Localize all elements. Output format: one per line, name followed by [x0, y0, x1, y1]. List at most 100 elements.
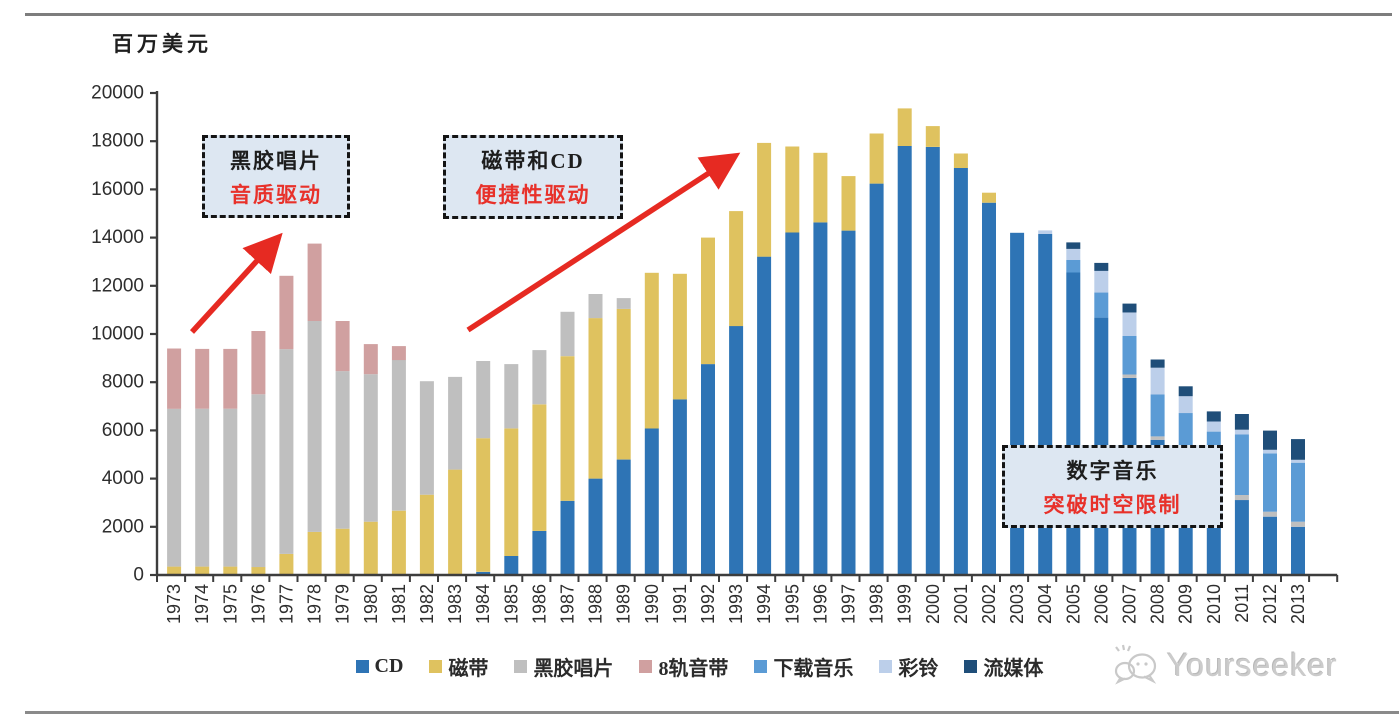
- legend-item-2: 黑胶唱片: [514, 652, 613, 681]
- bar-segment: [869, 183, 884, 575]
- bar-segment: [195, 566, 210, 575]
- bar-segment: [1066, 260, 1081, 273]
- legend-item-4: 下载音乐: [754, 652, 853, 681]
- legend-swatch: [355, 660, 369, 673]
- x-tick-label: 1990: [642, 584, 662, 624]
- bar-segment: [1094, 270, 1109, 293]
- bar-segment: [167, 348, 182, 409]
- legend-label: 流媒体: [983, 658, 1044, 680]
- legend-item-0: CD: [355, 655, 403, 678]
- bar-segment: [588, 478, 603, 575]
- y-tick-label: 10000: [91, 324, 144, 345]
- bar-segment: [1178, 396, 1193, 414]
- x-tick-label: 2009: [1176, 584, 1196, 624]
- bar-segment: [307, 531, 322, 575]
- bar-segment: [1234, 429, 1249, 435]
- bar-segment: [363, 374, 378, 522]
- bar-segment: [391, 510, 406, 575]
- x-tick-label: 1995: [782, 584, 802, 624]
- legend-label: 黑胶唱片: [533, 658, 614, 680]
- bar-segment: [1094, 292, 1109, 318]
- bar-segment: [476, 571, 491, 575]
- watermark-text: Yourseeker: [1167, 646, 1338, 683]
- bar-segment: [363, 344, 378, 375]
- watermark: Yourseeker: [1113, 644, 1338, 686]
- bar-segment: [982, 202, 996, 575]
- bar-segment: [504, 428, 519, 556]
- y-tick-label: 4000: [102, 468, 144, 489]
- bar-segment: [532, 404, 547, 531]
- bar-segment: [1038, 230, 1053, 234]
- bar-segment: [195, 408, 210, 567]
- bar-segment: [841, 176, 856, 231]
- bar-segment: [841, 230, 856, 575]
- bar-segment: [223, 408, 238, 567]
- bar-segment: [223, 348, 238, 409]
- bar-segment: [757, 142, 772, 257]
- legend-item-1: 磁带: [429, 652, 488, 681]
- bar-segment: [925, 126, 940, 147]
- bar-segment: [1263, 511, 1277, 517]
- x-tick-label: 2007: [1120, 584, 1140, 624]
- bar-segment: [616, 298, 631, 309]
- bar-segment: [307, 243, 322, 321]
- legend-label: 磁带: [448, 658, 489, 680]
- x-tick-label: 2005: [1063, 584, 1083, 624]
- bar-segment: [1122, 374, 1137, 378]
- bar-segment: [532, 530, 547, 575]
- bar-segment: [1178, 386, 1193, 397]
- bar-segment: [476, 438, 491, 572]
- bar-segment: [1122, 303, 1137, 313]
- bar-segment: [897, 146, 912, 575]
- x-tick-label: 1991: [670, 584, 690, 624]
- bar-segment: [335, 528, 350, 575]
- y-tick-label: 0: [133, 565, 144, 586]
- bar-segment: [1234, 495, 1249, 501]
- bar-segment: [167, 566, 182, 575]
- legend-swatch: [964, 660, 978, 673]
- bar-segment: [1178, 413, 1193, 450]
- x-tick-label: 1986: [529, 584, 549, 624]
- annotation-cassette-cd-title: 磁带和CD: [481, 149, 585, 173]
- bar-segment: [897, 108, 912, 146]
- legend-swatch: [639, 660, 653, 673]
- bar-segment: [419, 494, 434, 575]
- legend-swatch: [754, 660, 768, 673]
- x-tick-label: 1976: [248, 584, 268, 624]
- bar-segment: [391, 360, 406, 511]
- bar-segment: [616, 459, 631, 575]
- x-tick-label: 2013: [1288, 584, 1308, 624]
- y-tick-label: 2000: [102, 516, 144, 537]
- bar-segment: [672, 273, 687, 400]
- x-tick-label: 2006: [1091, 584, 1111, 624]
- y-tick-label: 12000: [91, 275, 144, 296]
- bar-segment: [1234, 414, 1249, 430]
- bar-segment: [672, 399, 687, 575]
- y-axis-unit-label: 百万美元: [112, 32, 212, 56]
- x-tick-label: 2011: [1232, 584, 1252, 623]
- bar-segment: [1150, 367, 1165, 395]
- bar-segment: [588, 318, 603, 479]
- bar-segment: [1291, 459, 1305, 463]
- bar-segment: [335, 371, 350, 529]
- legend-swatch: [514, 660, 528, 673]
- x-tick-label: 2012: [1260, 584, 1280, 624]
- x-tick-label: 2008: [1148, 584, 1168, 624]
- bar-segment: [448, 469, 463, 575]
- trend-arrow: [466, 152, 741, 333]
- bar-segment: [1122, 335, 1137, 375]
- bar-segment: [223, 566, 238, 575]
- annotation-digital-box: 数字音乐 突破时空限制: [1002, 445, 1223, 528]
- bar-segment: [588, 294, 603, 319]
- bar-segment: [953, 153, 968, 168]
- top-divider: [25, 13, 1392, 16]
- bar-segment: [953, 168, 968, 575]
- y-tick-label: 20000: [91, 83, 144, 104]
- annotation-digital-subtitle: 突破时空限制: [1043, 492, 1182, 517]
- bar-segment: [391, 346, 406, 361]
- x-tick-label: 1982: [417, 584, 437, 624]
- x-tick-label: 1999: [895, 584, 915, 624]
- bar-segment: [335, 321, 350, 372]
- x-tick-label: 1984: [473, 584, 493, 624]
